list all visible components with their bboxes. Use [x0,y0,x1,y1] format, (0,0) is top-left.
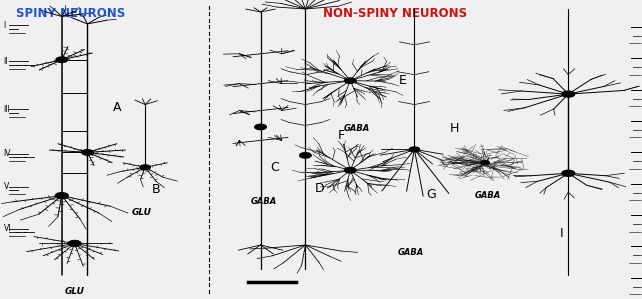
Text: GABA: GABA [343,124,370,133]
Circle shape [345,78,356,83]
Text: I: I [3,21,6,30]
Circle shape [68,240,81,246]
Circle shape [562,91,575,97]
Text: D: D [315,182,325,195]
Text: III: III [3,105,10,114]
Text: A: A [113,101,121,114]
Text: GLU: GLU [132,208,152,217]
Text: F: F [338,129,345,142]
Text: GABA: GABA [250,197,277,206]
Circle shape [255,124,266,130]
Circle shape [56,57,67,62]
Circle shape [410,147,419,152]
Text: V: V [3,182,9,191]
Text: B: B [152,183,160,196]
Text: GABA: GABA [475,191,501,200]
Text: VI: VI [3,224,11,233]
Text: E: E [399,74,406,87]
Circle shape [562,170,575,176]
Circle shape [300,153,311,158]
Text: II: II [3,57,8,66]
Circle shape [55,193,68,199]
Text: GABA: GABA [398,248,424,257]
Text: GLU: GLU [65,287,85,296]
Text: I: I [560,227,564,239]
Text: NON-SPINY NEURONS: NON-SPINY NEURONS [323,7,467,20]
Text: IV: IV [3,150,11,158]
Circle shape [345,168,356,173]
Text: G: G [426,188,436,201]
Text: H: H [449,122,459,135]
Text: SPINY NEURONS: SPINY NEURONS [15,7,125,20]
Circle shape [480,161,489,165]
Circle shape [82,150,93,155]
Circle shape [140,165,150,170]
Text: C: C [270,161,279,174]
